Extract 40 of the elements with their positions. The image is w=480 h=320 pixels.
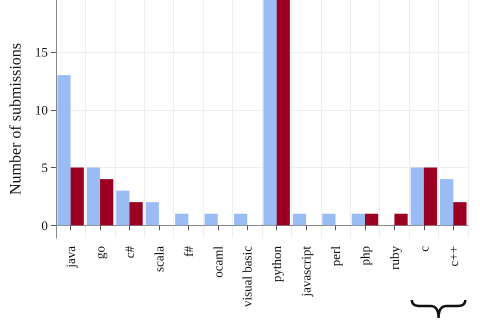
bar <box>70 168 84 226</box>
y-axis-title: Number of submissions <box>8 43 24 195</box>
x-tick-label: ocaml <box>210 246 226 278</box>
x-tick-label: python <box>269 246 284 282</box>
x-tick-label: java <box>63 246 78 269</box>
x-tick-label: c <box>416 246 432 252</box>
bar <box>129 202 143 226</box>
bar <box>453 202 467 226</box>
y-tick-label: 10 <box>34 102 48 118</box>
y-tick-label: 15 <box>34 44 48 60</box>
y-tick-label: 5 <box>41 160 48 176</box>
bar <box>440 179 454 226</box>
bar <box>116 190 130 226</box>
x-tick-label: scala <box>151 246 166 272</box>
bar <box>394 214 408 226</box>
bar <box>424 168 438 226</box>
x-tick-label: javascript <box>298 246 314 298</box>
bar <box>100 179 114 226</box>
y-tick-label: 0 <box>41 218 48 233</box>
bar <box>352 214 365 226</box>
bar <box>292 214 306 226</box>
x-tick-label: c# <box>122 246 137 258</box>
x-tick-label: php <box>357 246 372 266</box>
bar <box>57 75 71 226</box>
x-tick-label: perl <box>328 246 344 266</box>
bar <box>146 202 159 226</box>
bar <box>276 0 290 226</box>
x-tick-label: visual basic <box>240 246 255 308</box>
bar <box>364 214 378 226</box>
bar <box>263 0 277 226</box>
x-tick-label: c++ <box>446 246 461 266</box>
bar <box>410 168 424 226</box>
bar <box>86 168 100 226</box>
bar <box>322 214 336 226</box>
x-tick-label: ruby <box>386 246 402 270</box>
x-tick-label: f# <box>180 246 196 257</box>
bar <box>175 214 188 226</box>
bar <box>204 214 218 226</box>
bar <box>234 214 248 226</box>
x-tick-label: go <box>92 246 108 259</box>
